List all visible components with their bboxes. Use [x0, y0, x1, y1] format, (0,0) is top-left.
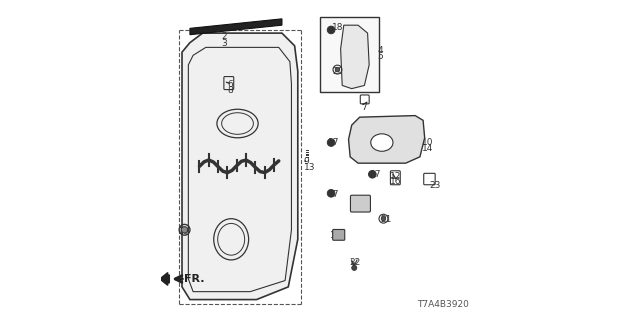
Text: 17: 17 [328, 190, 339, 199]
Text: 8: 8 [227, 86, 233, 95]
Text: 17: 17 [370, 170, 381, 179]
Circle shape [381, 216, 386, 221]
Text: 5: 5 [377, 52, 383, 60]
Text: 4: 4 [377, 46, 383, 55]
Circle shape [327, 139, 335, 146]
Text: FR.: FR. [184, 274, 204, 284]
Circle shape [335, 68, 340, 72]
Text: 13: 13 [303, 163, 315, 172]
PathPatch shape [340, 25, 369, 89]
Circle shape [181, 227, 188, 233]
Text: 9: 9 [303, 157, 309, 166]
Text: 21: 21 [380, 215, 392, 224]
Circle shape [352, 265, 356, 270]
Circle shape [327, 26, 335, 34]
Text: 12: 12 [390, 172, 402, 181]
Text: 11: 11 [356, 196, 367, 205]
Text: 14: 14 [422, 144, 433, 153]
FancyBboxPatch shape [351, 195, 371, 212]
Circle shape [327, 189, 335, 197]
Bar [320, 17, 379, 92]
Text: 17: 17 [328, 139, 339, 148]
Text: 20: 20 [332, 68, 344, 76]
Text: 15: 15 [356, 202, 367, 211]
Ellipse shape [371, 134, 393, 151]
Text: 18: 18 [332, 23, 344, 32]
PathPatch shape [190, 19, 282, 35]
Text: 16: 16 [390, 178, 402, 187]
Text: 22: 22 [349, 258, 360, 267]
Text: 10: 10 [422, 139, 433, 148]
FancyBboxPatch shape [333, 229, 345, 240]
PathPatch shape [182, 33, 298, 300]
Text: 1: 1 [330, 231, 336, 240]
Text: 19: 19 [178, 227, 189, 236]
Text: 2: 2 [221, 32, 227, 42]
Text: 23: 23 [429, 180, 441, 190]
Text: 3: 3 [221, 39, 227, 48]
Text: T7A4B3920: T7A4B3920 [417, 300, 469, 309]
Text: 7: 7 [361, 103, 367, 112]
Circle shape [369, 171, 376, 178]
FancyArrow shape [160, 273, 170, 285]
Text: 6: 6 [227, 80, 233, 89]
PathPatch shape [349, 116, 425, 163]
